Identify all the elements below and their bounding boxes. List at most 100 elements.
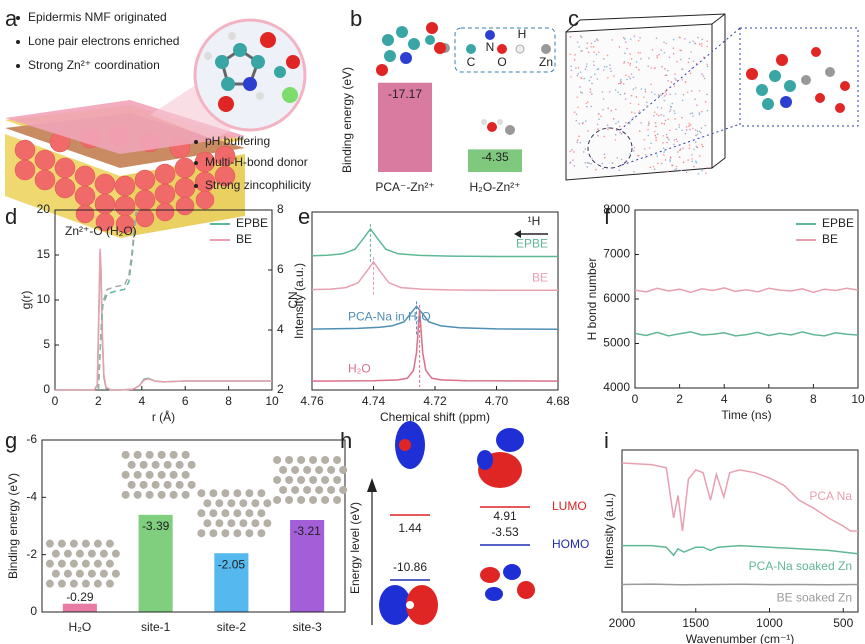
particle xyxy=(669,157,672,159)
series-line xyxy=(634,287,859,294)
particle xyxy=(694,98,696,100)
particle xyxy=(603,153,606,156)
particle xyxy=(575,119,578,122)
atom xyxy=(257,529,266,538)
atom xyxy=(169,470,178,479)
particle xyxy=(639,52,642,54)
particle xyxy=(679,149,681,152)
particle xyxy=(702,75,705,77)
atom xyxy=(127,480,136,489)
x-tick-label: 0 xyxy=(632,392,639,406)
particle xyxy=(643,96,645,98)
annotation: ¹H xyxy=(528,214,541,228)
particle xyxy=(689,124,692,126)
particle xyxy=(665,88,668,91)
particle xyxy=(592,60,595,63)
particle xyxy=(681,99,684,102)
series-label: PCA-Na in H₂O xyxy=(348,309,431,323)
particle xyxy=(645,101,648,104)
atom xyxy=(81,539,90,548)
particle xyxy=(682,93,685,96)
particle xyxy=(633,150,635,152)
particle xyxy=(644,88,646,91)
atom-legend-box xyxy=(454,27,556,73)
particle xyxy=(593,51,595,53)
particle xyxy=(701,38,704,41)
x-axis-label: r (Å) xyxy=(152,409,175,424)
atom xyxy=(285,455,294,464)
x-tick-label: 2 xyxy=(95,394,102,408)
y2-tick-label: 2 xyxy=(277,382,284,396)
atom xyxy=(227,519,236,528)
particle xyxy=(648,147,651,149)
bar xyxy=(62,603,97,612)
particle xyxy=(577,106,579,108)
series-line xyxy=(634,331,859,337)
particle xyxy=(690,51,692,53)
bar xyxy=(290,519,325,612)
particle xyxy=(617,91,619,93)
particle xyxy=(615,122,617,125)
particle xyxy=(664,68,666,70)
atom xyxy=(227,499,236,508)
particle xyxy=(633,35,636,37)
particle xyxy=(694,141,697,143)
particle xyxy=(583,77,586,80)
particle xyxy=(691,112,694,114)
particle xyxy=(594,168,597,171)
atom xyxy=(203,519,212,528)
value-label: -17.17 xyxy=(388,87,422,101)
particle xyxy=(602,58,605,60)
value-label: -0.29 xyxy=(66,590,94,604)
particle xyxy=(685,129,688,131)
particle xyxy=(675,167,678,170)
atom xyxy=(297,495,306,504)
particle xyxy=(614,133,617,136)
particle xyxy=(647,134,650,137)
particle xyxy=(597,112,600,115)
particle xyxy=(706,63,708,66)
x-tick-label: 4 xyxy=(138,394,145,408)
atom xyxy=(257,489,266,498)
particle xyxy=(660,107,663,109)
particle xyxy=(687,159,689,161)
y2-tick-label: 6 xyxy=(277,262,284,276)
category-label: PCA⁻-Zn²⁺ xyxy=(375,180,434,194)
particle xyxy=(684,132,687,135)
particle xyxy=(585,63,588,65)
particle xyxy=(679,148,682,151)
particle xyxy=(633,171,635,173)
particle xyxy=(597,134,599,137)
particle xyxy=(586,101,589,103)
particle xyxy=(669,129,671,132)
atom xyxy=(233,489,242,498)
particle xyxy=(698,130,701,133)
particle xyxy=(666,141,668,144)
particle xyxy=(580,36,583,39)
particle xyxy=(696,104,698,106)
particle xyxy=(590,45,592,48)
particle xyxy=(655,37,658,39)
particle xyxy=(695,134,697,137)
particle xyxy=(673,110,676,112)
atom xyxy=(197,529,206,538)
particle xyxy=(576,74,579,77)
legend-label: EPBE xyxy=(236,216,268,230)
particle xyxy=(676,60,678,63)
particle xyxy=(569,150,572,153)
particle xyxy=(619,131,621,134)
atom-label: Zn xyxy=(539,55,553,69)
panel-label: e xyxy=(298,204,310,229)
panel-label: d xyxy=(5,204,17,229)
particle xyxy=(620,132,623,135)
particle xyxy=(614,138,617,141)
particle xyxy=(672,52,675,55)
y-tick-label: 7000 xyxy=(603,247,630,261)
particle xyxy=(622,36,625,39)
particle xyxy=(590,76,592,78)
particle xyxy=(662,147,665,150)
atom xyxy=(263,499,272,508)
atom xyxy=(133,490,142,499)
particle xyxy=(639,37,641,39)
particle xyxy=(704,124,707,127)
